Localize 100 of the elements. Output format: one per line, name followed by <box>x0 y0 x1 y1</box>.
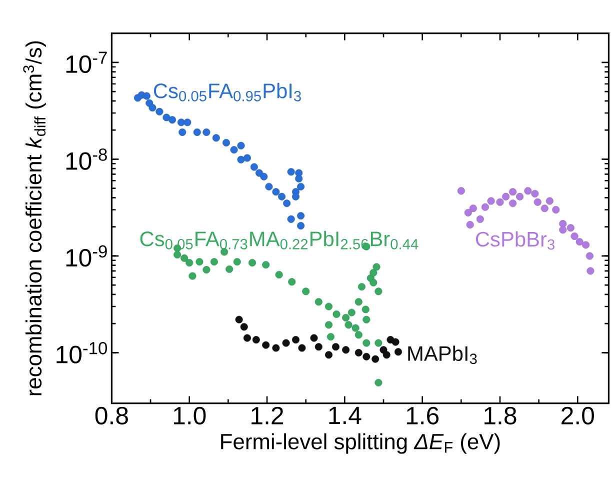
point <box>233 258 241 266</box>
point <box>566 224 574 232</box>
point <box>148 104 156 112</box>
point <box>362 352 370 360</box>
point <box>278 192 286 200</box>
point <box>314 343 322 351</box>
point <box>297 212 305 220</box>
point <box>382 351 390 359</box>
point <box>297 182 305 190</box>
point <box>184 118 192 126</box>
point <box>287 168 295 176</box>
point <box>230 146 238 154</box>
point <box>370 278 378 286</box>
point <box>586 267 594 275</box>
point <box>469 204 477 212</box>
point <box>342 314 350 322</box>
point <box>496 198 504 206</box>
point <box>392 338 400 346</box>
point <box>374 288 382 296</box>
point <box>283 200 291 208</box>
point <box>534 198 542 206</box>
point <box>540 204 548 212</box>
x-tick-label: 1.6 <box>406 406 439 424</box>
point <box>188 272 196 280</box>
point <box>546 197 554 205</box>
y-tick-label: 10$^{-9}$ <box>66 245 107 267</box>
point <box>476 215 484 223</box>
point <box>243 154 251 162</box>
point <box>252 336 260 344</box>
point <box>260 172 268 180</box>
point <box>262 341 270 349</box>
point <box>362 306 370 314</box>
point <box>531 190 539 198</box>
x-tick-label: 1.8 <box>484 406 516 424</box>
point <box>180 254 188 262</box>
point <box>552 206 560 214</box>
point <box>586 252 594 260</box>
point <box>509 188 517 196</box>
point <box>302 288 310 296</box>
point <box>481 203 489 211</box>
point <box>325 321 333 329</box>
point <box>237 142 245 150</box>
point <box>174 250 182 258</box>
point <box>325 302 333 310</box>
point <box>326 333 334 341</box>
point <box>332 343 340 351</box>
point <box>372 355 380 363</box>
point <box>265 182 273 190</box>
point <box>298 344 306 352</box>
y-tick-label: 10$^{-10}$ <box>56 342 108 364</box>
point <box>457 187 465 195</box>
point <box>576 238 584 246</box>
point <box>487 197 495 205</box>
point <box>288 278 296 286</box>
point <box>362 316 370 324</box>
point <box>354 348 362 356</box>
point <box>297 222 305 230</box>
point <box>178 128 186 136</box>
y-tick-label: 10$^{-7}$ <box>66 52 107 74</box>
point <box>370 269 378 277</box>
point <box>559 226 567 234</box>
point <box>342 346 350 354</box>
point <box>466 221 474 229</box>
point <box>142 92 150 100</box>
x-tick-label: 1.0 <box>174 406 206 424</box>
point <box>372 263 380 271</box>
point <box>325 351 333 359</box>
point <box>186 259 194 267</box>
point <box>358 283 366 291</box>
point <box>262 261 270 269</box>
y-tick-label: 10$^{-8}$ <box>66 148 107 170</box>
x-tick-label: 1.4 <box>329 406 362 424</box>
point <box>168 116 176 124</box>
point <box>502 192 510 200</box>
point <box>212 134 220 142</box>
point <box>250 163 258 171</box>
point <box>516 192 524 200</box>
point <box>332 310 340 318</box>
point <box>524 187 532 195</box>
point <box>282 339 290 347</box>
point <box>222 138 230 146</box>
x-tick-label: 2.0 <box>562 406 594 424</box>
point <box>295 174 303 182</box>
point <box>196 258 204 266</box>
series-label: CsPbBr$_{3}$ <box>476 231 554 250</box>
point <box>344 321 352 329</box>
point <box>235 316 243 324</box>
point <box>354 331 362 339</box>
point <box>394 348 402 356</box>
point <box>243 334 251 342</box>
point <box>162 114 170 122</box>
point <box>354 298 362 306</box>
x-axis-title: Fermi-level splitting ΔE$_{F}$ (eV) <box>221 433 500 454</box>
point <box>348 308 356 316</box>
point <box>292 192 300 200</box>
point <box>272 188 280 196</box>
point <box>275 270 283 278</box>
x-tick-label: 0.8 <box>95 406 128 424</box>
y-axis-title: recombination coefficient k$_{diff}$ (cm$^{3}$/s) <box>23 41 46 396</box>
series-label: MAPbI$_{3}$ <box>408 346 477 364</box>
